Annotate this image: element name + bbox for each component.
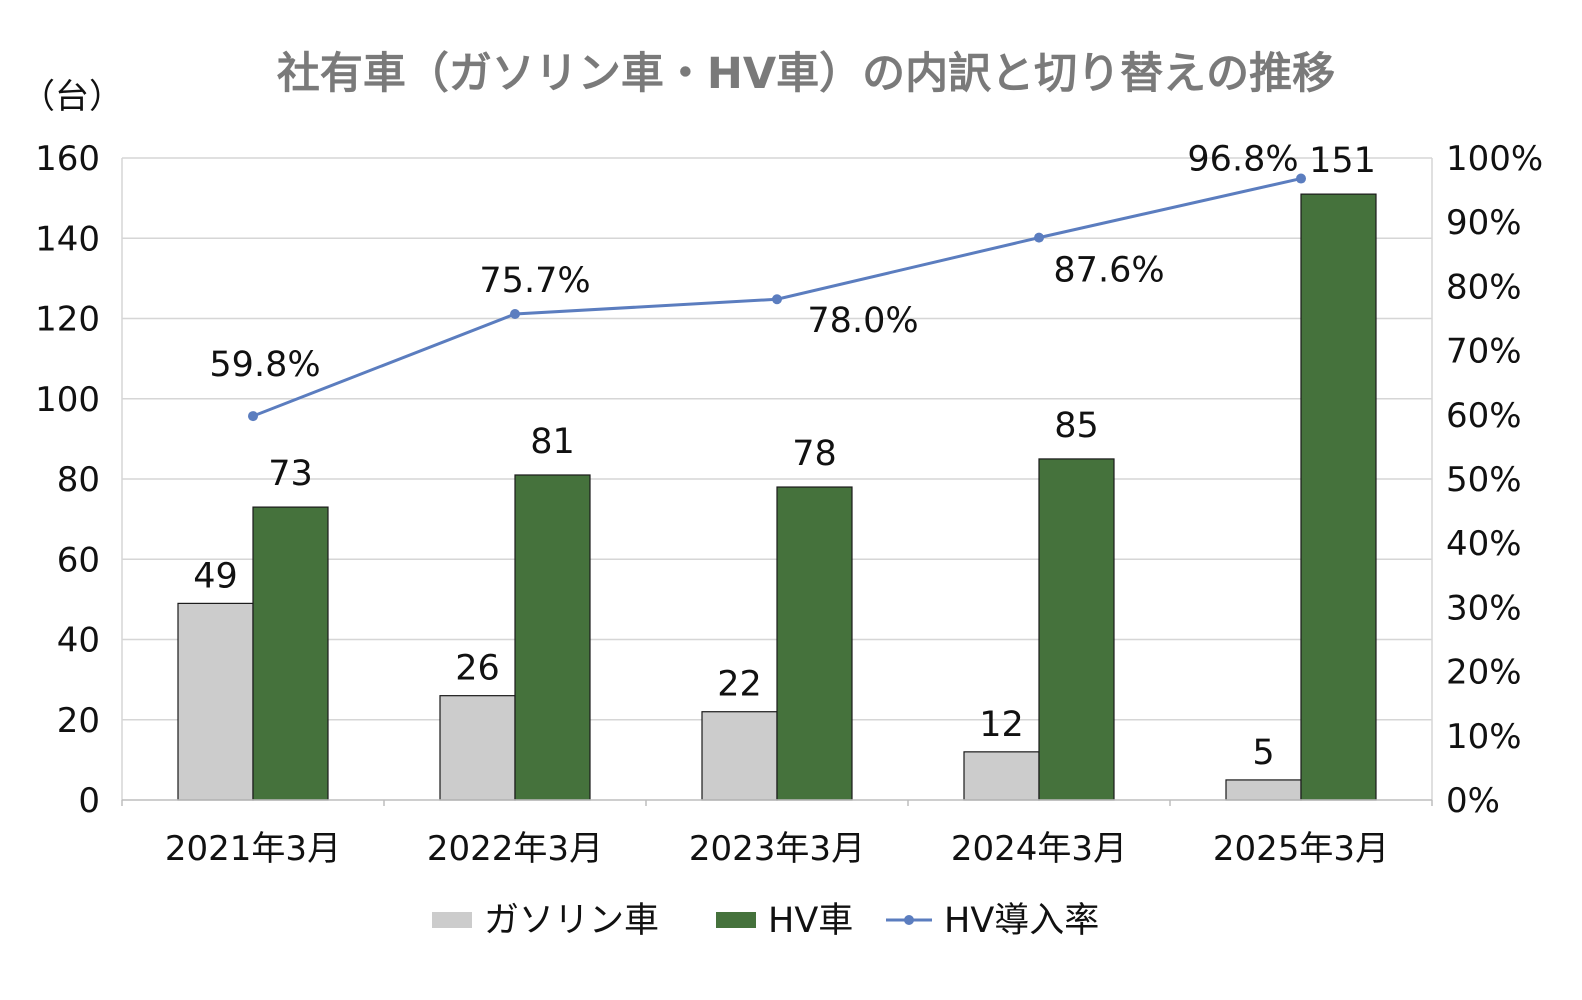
y2-tick-label: 100% (1446, 139, 1543, 179)
y-tick-label: 140 (35, 219, 100, 259)
y-tick-label: 40 (57, 621, 100, 661)
y-tick-label: 60 (57, 540, 100, 580)
hv-rate-point (1296, 173, 1306, 184)
legend-label-hv: HV車 (768, 901, 853, 941)
y2-tick-label: 60% (1446, 396, 1522, 436)
y2-tick-label: 90% (1446, 203, 1522, 243)
legend-swatch-hv (716, 912, 756, 928)
x-tick-label: 2021年3月 (165, 829, 341, 869)
y-tick-label: 100 (35, 380, 100, 420)
hv-bar (1300, 193, 1377, 801)
hv-rate-label: 96.8% (1187, 140, 1298, 180)
y2-tick-label: 70% (1446, 332, 1522, 372)
x-tick-label: 2023年3月 (689, 829, 865, 869)
axes: 0 20 40 60 80 100 120 140 160 0% 10% 20% 30% 40% 50% 60… (35, 139, 1543, 869)
y2-tick-label: 40% (1446, 524, 1522, 564)
hv-rate-point (772, 294, 782, 305)
hv-rate-label: 75.7% (479, 261, 590, 301)
gasoline-bar (177, 602, 254, 801)
y2-tick-label: 50% (1446, 460, 1522, 500)
y2-tick-label: 10% (1446, 717, 1522, 757)
gasoline-bar (439, 695, 516, 801)
hv-bar-label: 73 (268, 454, 313, 494)
y-tick-label: 120 (35, 300, 100, 340)
gasoline-bar (1225, 779, 1302, 801)
hv-rate-label: 59.8% (209, 345, 320, 385)
gasoline-bar (963, 751, 1040, 801)
hv-rate-point (248, 411, 258, 422)
y-tick-label: 0 (78, 781, 100, 821)
y-tick-label: 160 (35, 139, 100, 179)
gasoline-bar-label: 12 (979, 705, 1024, 745)
y-tick-label: 80 (57, 460, 100, 500)
y2-tick-label: 80% (1446, 267, 1522, 307)
hv-rate-label: 87.6% (1053, 251, 1164, 291)
hv-rate-label: 78.0% (807, 301, 918, 341)
y2-tick-label: 0% (1446, 781, 1500, 821)
y-tick-label: 20 (57, 701, 100, 741)
hv-rate-point (1034, 232, 1044, 243)
hv-bar-label: 151 (1309, 141, 1376, 181)
hv-rate-point (510, 309, 520, 320)
x-tick-label: 2024年3月 (951, 829, 1127, 869)
data-labels: 49 73 26 81 22 78 12 85 5 151 59.8% 75.7% 78.0% 87.6%… (193, 140, 1376, 773)
hv-bar (514, 474, 591, 801)
hv-bar (1038, 458, 1115, 801)
hv-bar (776, 486, 853, 801)
gasoline-bar-label: 49 (193, 556, 238, 596)
legend: ガソリン車 HV車 HV導入率 (432, 901, 1099, 941)
y2-tick-label: 30% (1446, 588, 1522, 628)
bars (177, 193, 1377, 801)
hv-bar (252, 506, 329, 801)
legend-swatch-gasoline (432, 912, 472, 928)
gasoline-bar-label: 5 (1252, 733, 1274, 773)
legend-marker-hv-rate (904, 915, 914, 925)
gasoline-bar-label: 26 (455, 649, 500, 689)
gasoline-bar-label: 22 (717, 665, 762, 705)
y-axis-label: （台） (21, 77, 123, 117)
chart-title: 社有車（ガソリン車・HV車）の内訳と切り替えの推移 (277, 49, 1335, 99)
gasoline-bar (701, 711, 778, 801)
legend-label-gasoline: ガソリン車 (484, 901, 659, 941)
hv-bar-label: 78 (792, 434, 837, 474)
x-tick-label: 2022年3月 (427, 829, 603, 869)
x-tick-label: 2025年3月 (1213, 829, 1389, 869)
y2-tick-label: 20% (1446, 653, 1522, 693)
hv-bar-label: 85 (1054, 406, 1099, 446)
hv-rate-line-layer (248, 173, 1306, 422)
hv-bar-label: 81 (530, 422, 575, 462)
legend-label-hv-rate: HV導入率 (944, 901, 1099, 941)
